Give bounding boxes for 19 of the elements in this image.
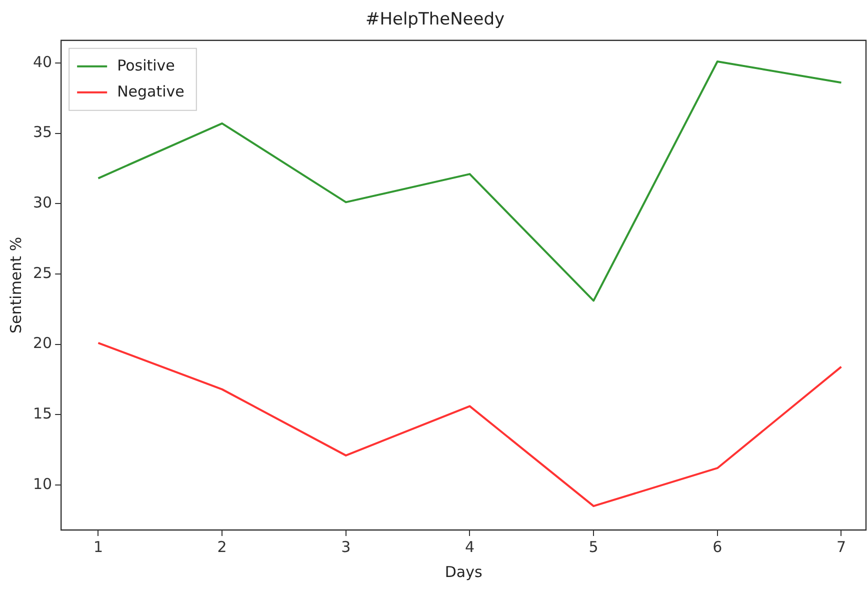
- y-tick-label: 10: [32, 474, 52, 493]
- legend-label: Positive: [117, 56, 175, 74]
- y-tick-label: 35: [32, 123, 52, 142]
- y-axis-title: Sentiment %: [6, 236, 25, 334]
- x-tick-label: 2: [217, 538, 227, 556]
- legend-label: Negative: [117, 82, 184, 100]
- y-tick-label: 30: [32, 193, 52, 212]
- chart-title: #HelpTheNeedy: [365, 10, 505, 30]
- x-tick-label: 3: [341, 538, 351, 556]
- x-axis-title: Days: [444, 562, 482, 581]
- y-tick-label: 25: [32, 264, 52, 282]
- x-tick-label: 7: [836, 538, 846, 556]
- x-tick-label: 6: [712, 538, 722, 556]
- y-tick-label: 20: [32, 334, 52, 352]
- x-tick-label: 5: [588, 538, 598, 556]
- y-tick-label: 15: [32, 404, 52, 423]
- x-tick-label: 1: [93, 538, 104, 556]
- y-tick-label: 40: [32, 52, 52, 71]
- x-tick-label: 4: [464, 538, 475, 556]
